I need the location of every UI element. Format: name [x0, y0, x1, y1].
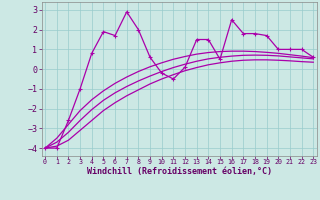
X-axis label: Windchill (Refroidissement éolien,°C): Windchill (Refroidissement éolien,°C): [87, 167, 272, 176]
